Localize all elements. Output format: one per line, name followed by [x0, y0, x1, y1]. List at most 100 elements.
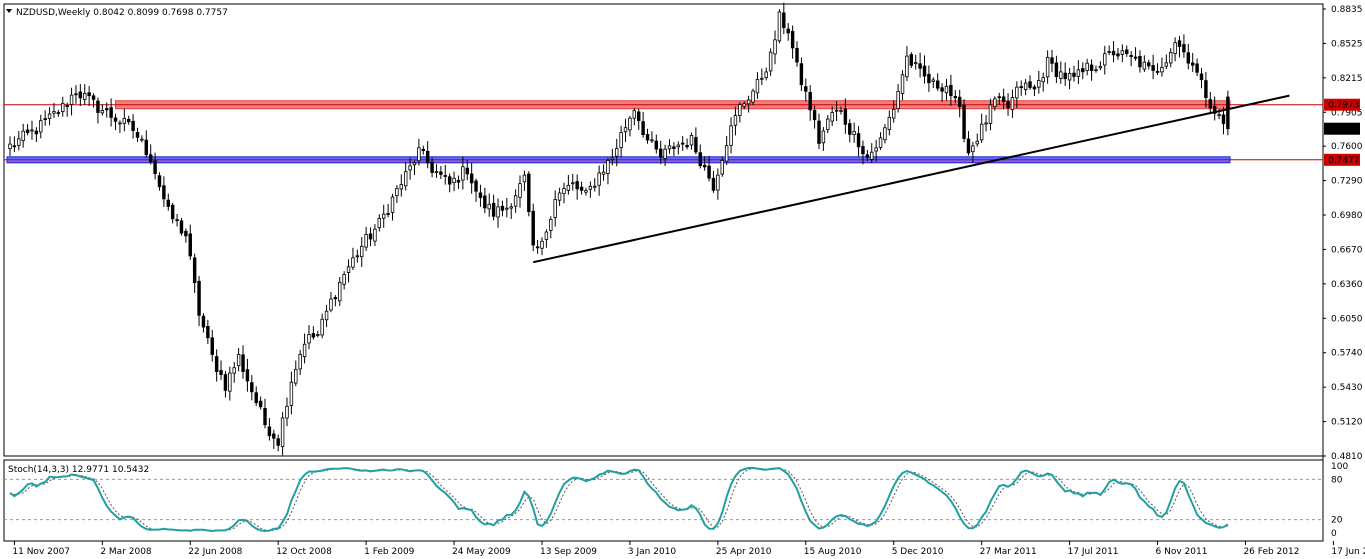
- candle-body: [1147, 62, 1151, 67]
- stoch-tick-label: 20: [1331, 516, 1343, 526]
- candle: [966, 131, 971, 156]
- candle-body: [377, 218, 382, 229]
- candle: [588, 181, 593, 198]
- candle-body: [364, 234, 368, 248]
- candle-body: [1195, 63, 1199, 73]
- candle: [52, 102, 56, 118]
- candle: [412, 160, 417, 175]
- candle: [302, 333, 307, 364]
- candle-body: [865, 154, 870, 158]
- candle-body: [30, 129, 34, 132]
- candle: [527, 171, 531, 217]
- candle: [601, 164, 606, 181]
- candle-body: [566, 184, 571, 191]
- x-tick-label: 3 Jan 2010: [628, 547, 676, 557]
- candle: [641, 111, 645, 138]
- stoch-header: Stoch(14,3,3) 12.9771 10.5432: [8, 465, 149, 475]
- candle-body: [1133, 56, 1138, 59]
- candle-body: [1019, 86, 1023, 89]
- candle-body: [878, 137, 883, 148]
- candle-body: [940, 87, 944, 92]
- candle-body: [25, 129, 30, 134]
- price-tick-label: 0.5740: [1331, 349, 1363, 359]
- price-tick-label: 0.6670: [1331, 245, 1363, 255]
- candle-body: [452, 177, 456, 184]
- candle-body: [140, 138, 144, 141]
- candle-body: [206, 326, 210, 339]
- candle-body: [724, 145, 729, 162]
- candle: [804, 78, 808, 102]
- candle: [1028, 75, 1032, 90]
- price-tick-label: 0.4810: [1331, 452, 1363, 462]
- resistance-price-label: 0.7973: [1328, 101, 1360, 111]
- candle: [535, 239, 540, 254]
- candle-body: [298, 354, 302, 370]
- resistance-price-label-bg: [1324, 98, 1360, 111]
- candle: [1050, 49, 1054, 73]
- candle-body: [707, 165, 711, 179]
- candle: [1208, 92, 1213, 115]
- candle: [395, 185, 399, 204]
- header-dropdown-icon[interactable]: [6, 9, 12, 13]
- candle-body: [320, 318, 324, 336]
- candle-body: [751, 90, 755, 103]
- candle-body: [826, 118, 830, 130]
- candle-body: [333, 297, 338, 300]
- candle-body: [927, 73, 931, 84]
- candle: [997, 92, 1001, 105]
- support-price-label: 0.7477: [1328, 156, 1360, 166]
- candle: [988, 98, 993, 131]
- candle: [368, 227, 373, 247]
- candle-body: [241, 354, 245, 372]
- candle: [21, 123, 25, 148]
- candle-body: [689, 135, 694, 146]
- candle: [790, 25, 795, 59]
- candle-body: [957, 96, 962, 107]
- candle-body: [852, 131, 856, 135]
- candle: [1045, 50, 1050, 84]
- candle-body: [153, 160, 157, 174]
- candle: [250, 375, 254, 401]
- candle-body: [518, 183, 522, 198]
- candle-body: [254, 392, 258, 404]
- candle: [1107, 45, 1111, 56]
- candle-body: [294, 368, 298, 384]
- candle: [975, 133, 979, 147]
- price-tick-label: 0.8215: [1331, 74, 1363, 84]
- candle-body: [135, 132, 140, 138]
- candle: [1155, 63, 1160, 76]
- candle: [553, 190, 557, 227]
- candle-body: [738, 104, 742, 116]
- candle: [43, 110, 47, 126]
- candle-body: [804, 86, 808, 92]
- candle: [478, 184, 483, 207]
- candle-body: [870, 151, 874, 160]
- candle: [896, 84, 900, 113]
- candle-body: [812, 109, 817, 121]
- candle: [979, 113, 984, 143]
- candle-body: [201, 315, 206, 328]
- candle: [109, 98, 113, 127]
- candle: [34, 127, 39, 143]
- candle: [531, 203, 535, 251]
- candle-body: [1010, 97, 1015, 111]
- price-tick-label: 0.7600: [1331, 142, 1363, 152]
- candle: [65, 102, 69, 117]
- candle: [263, 398, 267, 429]
- candle: [500, 200, 505, 217]
- candle: [944, 79, 949, 101]
- candle-body: [373, 228, 377, 242]
- candle: [628, 115, 632, 137]
- stoch-tick-label: 100: [1331, 462, 1348, 472]
- candle: [417, 138, 421, 166]
- candle: [214, 349, 219, 382]
- candle-body: [979, 123, 984, 141]
- candle-body: [575, 181, 579, 190]
- candle: [188, 224, 192, 260]
- candle: [320, 313, 324, 339]
- candle-body: [839, 109, 843, 112]
- candle-body: [346, 266, 351, 273]
- candle-body: [272, 433, 276, 439]
- candle: [1001, 88, 1006, 110]
- candle-body: [896, 91, 900, 110]
